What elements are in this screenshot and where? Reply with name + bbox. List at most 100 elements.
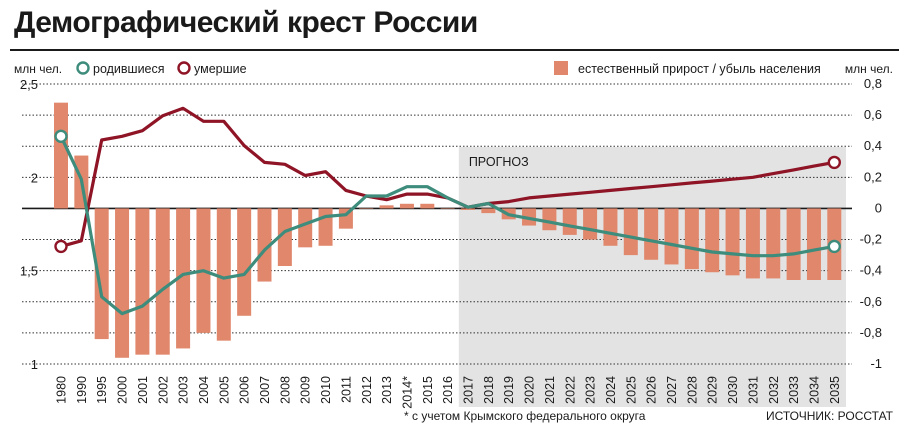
bar-1980: [54, 102, 68, 209]
bar-2028: [684, 208, 699, 270]
bar-2017: [461, 208, 475, 210]
x-tick-label: 2035: [828, 376, 842, 404]
x-tick-label: 2023: [584, 376, 598, 404]
legend-bars-label: естественный прирост / убыль населения: [578, 62, 821, 76]
legend-births-marker: [76, 61, 90, 75]
bar-2027: [664, 208, 679, 265]
legend-deaths-label: умершие: [194, 62, 247, 76]
x-tick-label: 2015: [421, 376, 435, 404]
x-tick-label: 2005: [217, 376, 231, 404]
right-tick-label: -1: [870, 356, 882, 371]
bar-2006: [237, 208, 252, 316]
bar-2000: [115, 208, 130, 358]
bar-1995: [94, 208, 109, 340]
x-tick-label: 2021: [543, 376, 557, 404]
left-tick-label: 1,5: [20, 264, 38, 279]
bar-2005: [216, 208, 231, 341]
right-tick-label: -0,6: [860, 294, 882, 309]
right-tick-label: 0: [875, 200, 882, 215]
right-tick-label: -0,4: [860, 263, 882, 278]
births-line: [59, 134, 836, 316]
x-tick-label: 2017: [462, 376, 476, 404]
x-tick-label: 2028: [685, 376, 699, 404]
forecast-label: ПРОГНОЗ: [469, 155, 529, 169]
x-tick-label: 2020: [523, 376, 537, 404]
x-tick-label: 2025: [624, 376, 638, 404]
x-tick-label: 2000: [116, 376, 130, 404]
right-tick-label: 0,8: [864, 76, 882, 91]
x-tick-label: 2032: [767, 376, 781, 404]
bar-2022: [562, 208, 577, 235]
bar-2033: [786, 208, 801, 280]
left-axis-unit: млн чел.: [14, 62, 62, 76]
x-tick-label: 2016: [441, 376, 455, 404]
legend-bars-swatch: [554, 61, 568, 75]
bar-2015: [420, 203, 435, 209]
right-tick-label: -0,2: [860, 232, 882, 247]
legend-deaths-marker: [177, 61, 191, 75]
bar-2026: [644, 208, 659, 260]
x-tick-label: 2018: [482, 376, 496, 404]
left-tick-label: 1: [31, 357, 38, 372]
bar-2002: [155, 208, 170, 355]
x-tick-label: 2024: [604, 376, 618, 404]
bar-2034: [806, 208, 821, 280]
births-endpoint: [827, 239, 841, 254]
bar-2008: [277, 208, 292, 266]
deaths-endpoint: [54, 239, 68, 254]
bar-2029: [705, 208, 720, 273]
x-tick-label: 2006: [238, 376, 252, 404]
deaths-endpoint: [827, 155, 841, 170]
bar-2007: [257, 208, 272, 282]
x-tick-label: 2002: [156, 376, 170, 404]
bar-2018: [481, 208, 496, 214]
bar-2009: [298, 208, 313, 248]
legend-births-label: родившиеся: [93, 62, 165, 76]
bar-2012: [359, 208, 374, 209]
x-tick-label: 2014*: [401, 376, 415, 409]
x-tick-label: 2007: [258, 376, 272, 404]
bar-2001: [135, 208, 150, 355]
bar-2014*: [399, 203, 414, 209]
bar-2010: [318, 208, 333, 246]
x-tick-label: 2010: [319, 376, 333, 404]
bar-2032: [766, 208, 781, 279]
x-tick-label: 2029: [706, 376, 720, 404]
bar-2021: [542, 208, 557, 231]
chart-title: Демографический крест России: [14, 6, 478, 39]
right-axis-unit: млн чел.: [845, 62, 893, 76]
x-tick-label: 2013: [380, 376, 394, 404]
x-tick-label: 2022: [563, 376, 577, 404]
x-tick-label: 2001: [136, 376, 150, 404]
x-tick-label: 1980: [55, 376, 69, 404]
bar-2024: [603, 208, 618, 246]
left-tick-label: 2: [31, 170, 38, 185]
bar-2030: [725, 208, 740, 276]
x-tick-label: 2027: [665, 376, 679, 404]
x-tick-label: 2019: [502, 376, 516, 404]
title-divider: [10, 49, 899, 51]
x-tick-label: 2033: [787, 376, 801, 404]
x-tick-label: 2008: [278, 376, 292, 404]
right-tick-label: 0,6: [864, 107, 882, 122]
footnote: * с учетом Крымского федерального округа: [404, 409, 646, 423]
x-tick-label: 2003: [177, 376, 191, 404]
right-tick-label: 0,2: [864, 169, 882, 184]
x-tick-label: 2004: [197, 376, 211, 404]
x-tick-label: 2026: [645, 376, 659, 404]
bar-2023: [583, 208, 598, 240]
right-tick-label: 0,4: [864, 138, 882, 153]
x-tick-label: 1990: [75, 376, 89, 404]
births-endpoint: [54, 129, 68, 143]
x-tick-label: 2011: [339, 376, 353, 403]
bar-2013: [379, 205, 394, 209]
bar-2016: [440, 208, 455, 209]
x-tick-label: 2012: [360, 376, 374, 404]
right-tick-label: -0,8: [860, 325, 882, 340]
x-tick-label: 2034: [808, 376, 822, 404]
bar-2031: [745, 208, 760, 279]
source-label: ИСТОЧНИК: РОССТАТ: [766, 409, 894, 423]
bar-2025: [623, 208, 638, 256]
x-tick-label: 2009: [299, 376, 313, 404]
